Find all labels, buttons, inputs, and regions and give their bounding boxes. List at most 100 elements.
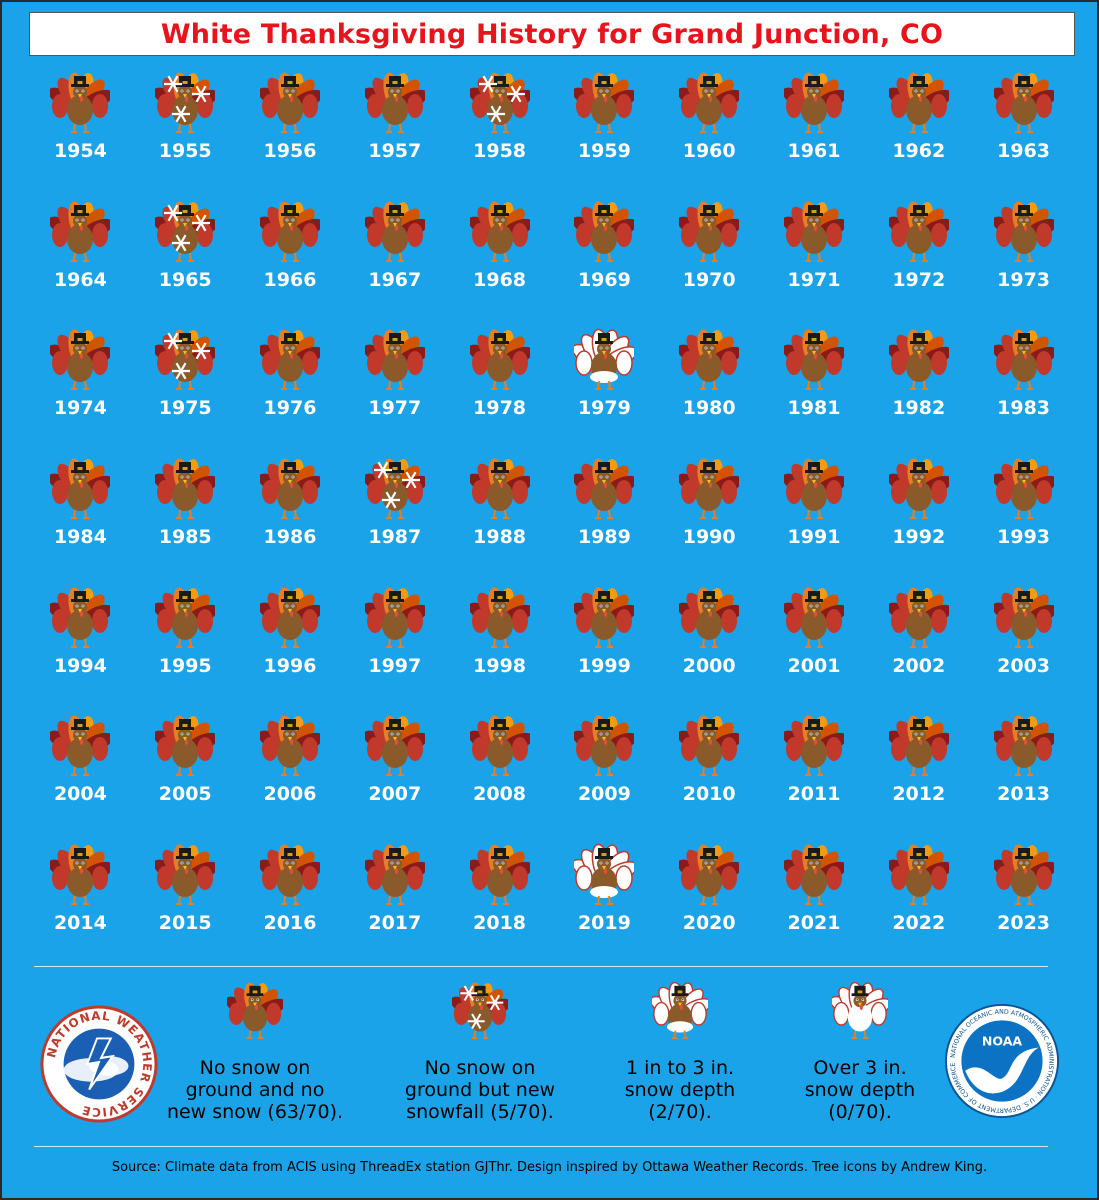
- year-label: 2005: [158, 783, 212, 806]
- year-label: 1957: [368, 140, 422, 162]
- year-cell: 2014: [28, 842, 133, 971]
- year-label: 1999: [577, 654, 631, 677]
- year-cell: 2023: [971, 842, 1076, 971]
- turkey-icon: [991, 70, 1057, 136]
- year-cell: 1994: [28, 585, 133, 714]
- year-cell: 1965: [133, 199, 238, 328]
- year-cell: 2006: [238, 713, 343, 842]
- year-cell: 1987: [342, 456, 447, 585]
- year-label: 1959: [577, 140, 631, 162]
- turkey-icon: [991, 585, 1057, 651]
- year-cell: 1972: [866, 199, 971, 328]
- turkey-icon: [153, 585, 219, 651]
- year-label: 2000: [682, 654, 736, 677]
- turkey-icon: [467, 842, 533, 908]
- turkey-icon: [572, 70, 638, 136]
- year-label: 1984: [53, 526, 107, 549]
- year-label: 1963: [997, 140, 1051, 162]
- year-label: 2023: [997, 912, 1051, 935]
- year-cell: 1970: [657, 199, 762, 328]
- year-cell: 1960: [657, 70, 762, 199]
- turkey-snowfall-icon: [467, 70, 533, 136]
- year-row: 2004 2005 2006 2007 2008 2009 2010 2011 2012 2013: [28, 713, 1076, 842]
- year-label: 2002: [892, 654, 946, 677]
- year-label: 2007: [368, 783, 422, 806]
- turkey-icon: [363, 70, 428, 136]
- year-cell: 1969: [552, 199, 657, 328]
- turkey-icon: [782, 199, 847, 265]
- year-label: 1988: [473, 526, 527, 549]
- turkey-icon: [782, 842, 847, 908]
- turkey-icon: [48, 713, 114, 779]
- year-cell: 1978: [447, 327, 552, 456]
- year-cell: 1990: [657, 456, 762, 585]
- year-label: 1996: [263, 654, 317, 677]
- year-cell: 2000: [657, 585, 762, 714]
- year-label: 1992: [892, 526, 946, 549]
- year-label: 1967: [368, 268, 422, 291]
- year-cell: 1967: [342, 199, 447, 328]
- year-row: 1994 1995 1996 1997 1998 1999 2000 2001 2002 2003: [28, 585, 1076, 714]
- turkey-icon: [48, 70, 114, 136]
- turkey-icon: [258, 199, 323, 265]
- year-label: 2006: [263, 783, 317, 806]
- year-cell: 2013: [971, 713, 1076, 842]
- turkey-icon: [887, 713, 952, 779]
- legend-item-depth1to3: 1 in to 3 in. snow depth (2/70).: [590, 980, 770, 1123]
- turkey-icon: [887, 456, 952, 522]
- year-label: 1958: [473, 140, 527, 162]
- year-cell: 1959: [552, 70, 657, 199]
- turkey-icon: [782, 70, 847, 136]
- year-label: 1965: [158, 268, 212, 291]
- year-label: 1968: [473, 268, 527, 291]
- year-cell: 1999: [552, 585, 657, 714]
- year-cell: 1974: [28, 327, 133, 456]
- legend-text: No snow on ground but new snowfall (5/70).: [404, 1057, 556, 1123]
- year-label: 1990: [682, 526, 736, 549]
- page-title: White Thanksgiving History for Grand Jun…: [160, 18, 944, 50]
- year-cell: 2005: [133, 713, 238, 842]
- year-cell: 1984: [28, 456, 133, 585]
- year-cell: 1979: [552, 327, 657, 456]
- turkey-icon: [572, 713, 638, 779]
- year-cell: 2020: [657, 842, 762, 971]
- year-row: 2014 2015 2016 2017 2018 2019 2020 2021 2022 2023: [28, 842, 1076, 971]
- year-label: 1970: [682, 268, 736, 291]
- turkey-snowfall-icon: [153, 70, 219, 136]
- year-label: 2011: [787, 783, 841, 806]
- turkey-icon: [48, 456, 114, 522]
- year-cell: 2004: [28, 713, 133, 842]
- year-label: 2015: [158, 912, 212, 935]
- turkey-icon: [677, 327, 743, 393]
- year-cell: 1980: [657, 327, 762, 456]
- legend-item-over3: Over 3 in. snow depth (0/70).: [770, 980, 950, 1123]
- year-cell: 1993: [971, 456, 1076, 585]
- year-label: 2004: [53, 783, 107, 806]
- year-cell: 2010: [657, 713, 762, 842]
- year-label: 1977: [368, 397, 422, 420]
- legend-depth1to3-icon: [649, 980, 712, 1047]
- turkey-icon: [782, 713, 847, 779]
- nws-logo: NATIONAL WEATHER SERVICE: [40, 1005, 158, 1128]
- year-cell: 1955: [133, 70, 238, 199]
- year-label: 1985: [158, 526, 212, 549]
- legend-divider-top: [34, 966, 1048, 967]
- year-cell: 2007: [342, 713, 447, 842]
- year-label: 1956: [263, 140, 317, 162]
- title-box: White Thanksgiving History for Grand Jun…: [29, 12, 1075, 56]
- year-label: 1989: [577, 526, 631, 549]
- year-label: 1994: [53, 654, 107, 677]
- turkey-icon: [782, 327, 847, 393]
- year-label: 2019: [577, 912, 631, 935]
- turkey-icon: [887, 327, 952, 393]
- turkey-icon: [258, 713, 323, 779]
- year-label: 1966: [263, 268, 317, 291]
- turkey-icon: [467, 585, 533, 651]
- turkey-icon: [991, 327, 1057, 393]
- year-label: 2003: [997, 654, 1051, 677]
- year-label: 1982: [892, 397, 946, 420]
- year-cell: 2018: [447, 842, 552, 971]
- year-label: 1986: [263, 526, 317, 549]
- year-label: 1998: [473, 654, 527, 677]
- turkey-icon: [363, 327, 428, 393]
